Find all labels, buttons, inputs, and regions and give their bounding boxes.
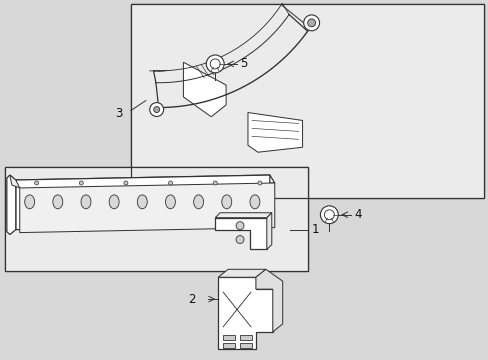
Text: 1: 1 <box>311 223 318 236</box>
Ellipse shape <box>249 195 259 209</box>
Polygon shape <box>16 175 274 188</box>
Bar <box>240 343 251 348</box>
Polygon shape <box>266 213 271 249</box>
Polygon shape <box>218 277 272 349</box>
Circle shape <box>206 55 224 73</box>
Polygon shape <box>10 175 20 188</box>
Circle shape <box>257 181 262 185</box>
Circle shape <box>307 19 315 27</box>
Circle shape <box>123 181 128 185</box>
Text: 5: 5 <box>240 57 247 71</box>
Circle shape <box>324 210 334 220</box>
Polygon shape <box>183 62 225 117</box>
Text: 3: 3 <box>115 107 122 120</box>
Polygon shape <box>16 175 269 230</box>
Ellipse shape <box>109 195 119 209</box>
Ellipse shape <box>222 195 231 209</box>
Polygon shape <box>215 218 266 249</box>
Ellipse shape <box>193 195 203 209</box>
Circle shape <box>210 59 220 69</box>
Ellipse shape <box>137 195 147 209</box>
Circle shape <box>168 181 172 185</box>
Polygon shape <box>215 213 271 218</box>
Ellipse shape <box>53 195 62 209</box>
Bar <box>223 335 235 340</box>
Bar <box>131 4 483 198</box>
Circle shape <box>236 222 244 230</box>
Ellipse shape <box>81 195 91 209</box>
Bar <box>5 167 307 271</box>
Bar <box>5 167 307 271</box>
Bar <box>131 4 483 198</box>
Circle shape <box>153 107 160 113</box>
Polygon shape <box>218 269 265 277</box>
Bar <box>5 167 307 271</box>
Circle shape <box>149 103 163 117</box>
Polygon shape <box>255 269 282 332</box>
Ellipse shape <box>165 195 175 209</box>
Text: 4: 4 <box>353 208 361 221</box>
Polygon shape <box>7 175 16 235</box>
Circle shape <box>213 181 217 185</box>
Circle shape <box>236 235 244 243</box>
Circle shape <box>35 181 39 185</box>
Circle shape <box>320 206 338 224</box>
Circle shape <box>79 181 83 185</box>
Bar <box>223 343 235 348</box>
Polygon shape <box>20 183 274 233</box>
Circle shape <box>303 15 319 31</box>
Text: 2: 2 <box>187 293 195 306</box>
Ellipse shape <box>25 195 35 209</box>
Bar <box>131 4 483 198</box>
Bar <box>240 335 251 340</box>
Polygon shape <box>247 113 302 152</box>
